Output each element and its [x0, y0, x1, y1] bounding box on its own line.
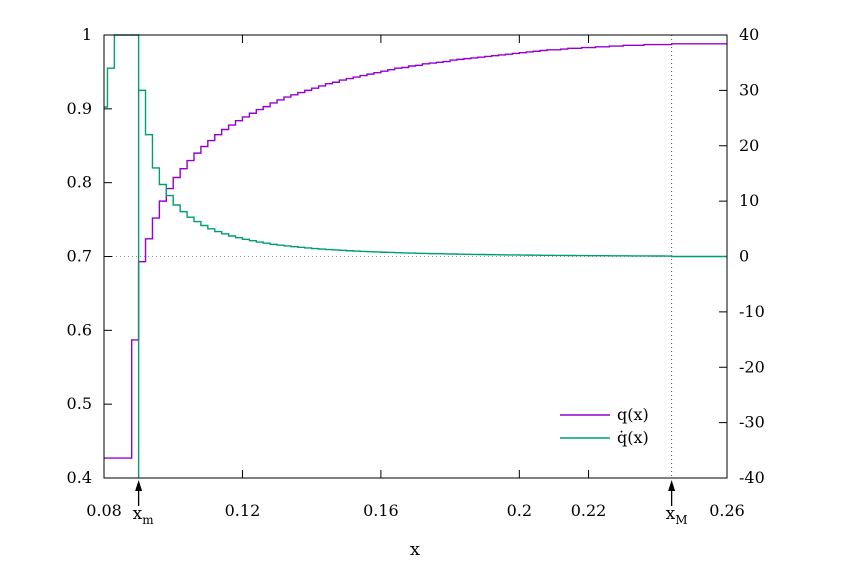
legend: q(x) q̇(x): [560, 405, 649, 447]
series-group: [104, 34, 727, 478]
y-right-tick-label: 0: [739, 247, 749, 266]
y-left-tick-label: 0.9: [67, 99, 92, 118]
x-markers: xm xM: [133, 35, 688, 527]
y-right-tick-label: -40: [739, 468, 765, 487]
marker-label-base: x: [133, 504, 143, 524]
marker-label-subscript: M: [675, 513, 687, 527]
y-right-tick-label: -20: [739, 357, 765, 376]
plot-frame: [103, 34, 728, 479]
series-line-q: [104, 43, 727, 459]
y-right-tick-label: -30: [739, 413, 765, 432]
marker-arrow-head: [668, 480, 676, 491]
x-tick-label: 0.2: [507, 501, 532, 520]
y-right-tick-label: -10: [739, 302, 765, 321]
y-right-tick-label: 30: [739, 80, 759, 99]
marker-label: xM: [666, 504, 688, 527]
y-axis-left-ticks: 0.4 0.5 0.6 0.7 0.8 0.9 1: [67, 25, 112, 487]
y-right-tick-label: 20: [739, 136, 759, 155]
y-left-tick-label: 0.7: [67, 247, 92, 266]
x-tick-label: 0.12: [225, 501, 261, 520]
marker-label-subscript: m: [142, 513, 154, 527]
marker-label: xm: [133, 504, 155, 527]
x-tick-label: 0.16: [363, 501, 399, 520]
marker-arrow-head: [135, 480, 143, 491]
marker-label-base: x: [666, 504, 676, 524]
y-left-tick-label: 0.6: [67, 320, 92, 339]
y-left-tick-label: 0.5: [67, 394, 92, 413]
y-left-tick-label: 0.8: [67, 173, 92, 192]
legend-label: q(x): [617, 405, 649, 424]
y-left-tick-label: 0.4: [67, 468, 92, 487]
legend-label: q̇(x): [617, 428, 649, 447]
x-tick-label: 0.26: [709, 501, 745, 520]
x-tick-label: 0.22: [571, 501, 607, 520]
x-tick-label: 0.08: [86, 501, 122, 520]
y-right-tick-label: 10: [739, 191, 759, 210]
y-axis-right-ticks: -40 -30 -20 -10 0 10 20 30 40: [719, 25, 765, 487]
series-line-q-dot: [104, 34, 727, 478]
y-right-tick-label: 40: [739, 25, 759, 44]
x-axis-label: x: [410, 539, 420, 560]
y-left-tick-label: 1: [82, 25, 92, 44]
